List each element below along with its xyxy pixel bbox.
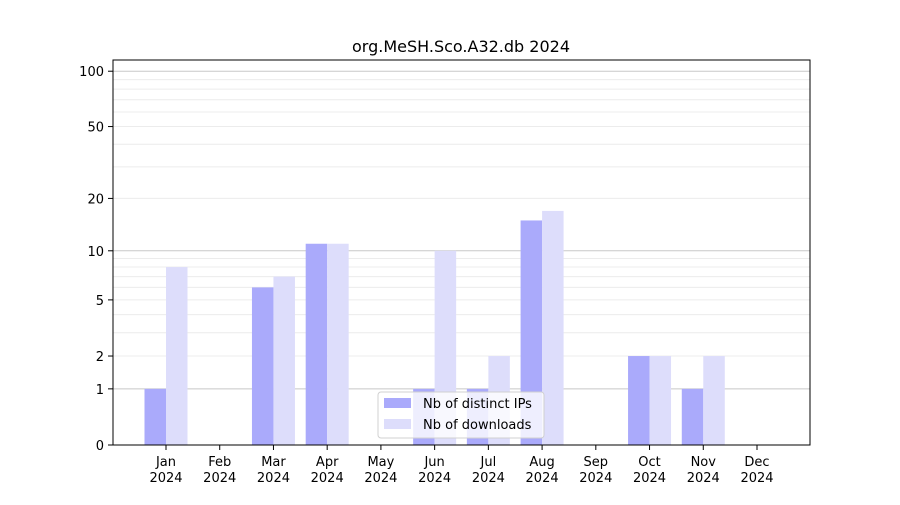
x-tick-label: May 2024 <box>364 455 397 486</box>
y-tick-label: 20 <box>87 192 104 207</box>
y-tick-label: 5 <box>96 294 104 309</box>
bar-downloads <box>703 356 725 445</box>
bar-downloads <box>273 276 295 445</box>
y-tick-label: 100 <box>79 65 104 80</box>
legend-label: Nb of distinct IPs <box>423 397 532 412</box>
bar-ips <box>628 356 650 445</box>
y-tick-label: 0 <box>96 439 104 454</box>
bar-ips <box>251 287 274 445</box>
chart-title: org.MeSH.Sco.A32.db 2024 <box>352 37 570 56</box>
x-tick-label: Dec 2024 <box>740 455 773 486</box>
bar-ips <box>305 243 328 445</box>
x-tick-label: Apr 2024 <box>311 455 344 486</box>
legend-swatch <box>384 419 411 429</box>
legend-label: Nb of downloads <box>423 418 532 433</box>
legend-swatch <box>384 398 411 408</box>
x-tick-label: Oct 2024 <box>633 455 666 486</box>
legend-box <box>377 391 545 439</box>
x-tick-label: Mar 2024 <box>257 455 290 486</box>
y-tick-label: 10 <box>87 245 104 260</box>
x-tick-label: Aug 2024 <box>526 455 559 486</box>
bar-downloads <box>327 243 349 445</box>
x-tick-label: Nov 2024 <box>687 455 720 486</box>
bar-ips <box>144 388 166 445</box>
bar-downloads <box>542 210 564 445</box>
bar-ips <box>520 220 543 445</box>
bar-downloads <box>166 267 188 445</box>
legend: Nb of distinct IPs Nb of downloads <box>377 391 545 439</box>
y-tick-label: 2 <box>96 350 104 365</box>
bar-downloads <box>649 356 672 445</box>
x-tick-label: Jun 2024 <box>418 455 451 486</box>
y-tick-label: 50 <box>87 121 104 136</box>
plot-frame <box>112 59 811 446</box>
y-tick-label: 1 <box>96 383 104 398</box>
x-tick-label: Jan 2024 <box>149 455 182 486</box>
bar-ips <box>681 388 704 445</box>
x-tick-label: Feb 2024 <box>203 455 236 486</box>
x-tick-label: Jul 2024 <box>472 455 505 486</box>
x-tick-label: Sep 2024 <box>579 455 612 486</box>
